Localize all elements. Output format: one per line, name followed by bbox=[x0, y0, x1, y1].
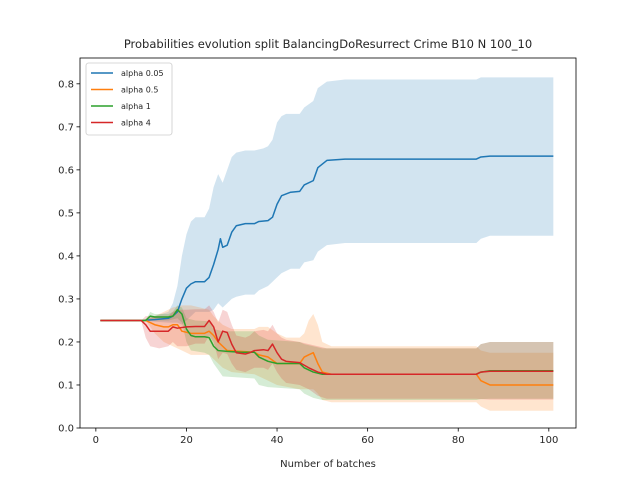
legend-label: alpha 0.5 bbox=[121, 86, 158, 95]
line-series-1 bbox=[100, 155, 554, 322]
y-tick-label: 0.1 bbox=[58, 380, 74, 391]
legend: alpha 0.05 alpha 0.5 alpha 1 alpha 4 bbox=[85, 62, 173, 136]
y-axis: 0.0 0.1 0.2 0.3 0.4 0.5 0.6 0.7 0.8 bbox=[58, 79, 80, 435]
x-tick-label: 0 bbox=[93, 435, 99, 446]
line-series-2 bbox=[100, 319, 554, 386]
band-series-2 bbox=[100, 305, 554, 411]
x-tick-label: 100 bbox=[539, 435, 558, 446]
x-tick-label: 60 bbox=[361, 435, 374, 446]
legend-label: alpha 0.05 bbox=[121, 69, 164, 78]
legend-label: alpha 4 bbox=[121, 119, 151, 128]
y-tick-label: 0.0 bbox=[58, 424, 74, 435]
band-series-4 bbox=[100, 305, 554, 400]
y-tick-label: 0.6 bbox=[58, 165, 74, 176]
y-tick-label: 0.8 bbox=[58, 79, 74, 90]
x-axis: 0 20 40 60 80 100 bbox=[93, 428, 558, 446]
y-tick-label: 0.5 bbox=[58, 208, 74, 219]
x-axis-label: Number of batches bbox=[280, 459, 376, 470]
line-series-4 bbox=[100, 319, 554, 375]
chart-title: Probabilities evolution split BalancingD… bbox=[124, 37, 532, 51]
x-tick-label: 80 bbox=[452, 435, 465, 446]
line-series-3 bbox=[100, 308, 554, 375]
y-tick-label: 0.3 bbox=[58, 294, 74, 305]
legend-box bbox=[85, 62, 173, 136]
plot-frame bbox=[79, 57, 577, 429]
y-tick-label: 0.2 bbox=[58, 337, 74, 348]
y-tick-label: 0.7 bbox=[58, 122, 74, 133]
x-tick-label: 40 bbox=[271, 435, 284, 446]
series-lines bbox=[100, 155, 554, 386]
legend-label: alpha 1 bbox=[121, 102, 151, 111]
y-tick-label: 0.4 bbox=[58, 251, 74, 262]
x-tick-label: 20 bbox=[180, 435, 193, 446]
